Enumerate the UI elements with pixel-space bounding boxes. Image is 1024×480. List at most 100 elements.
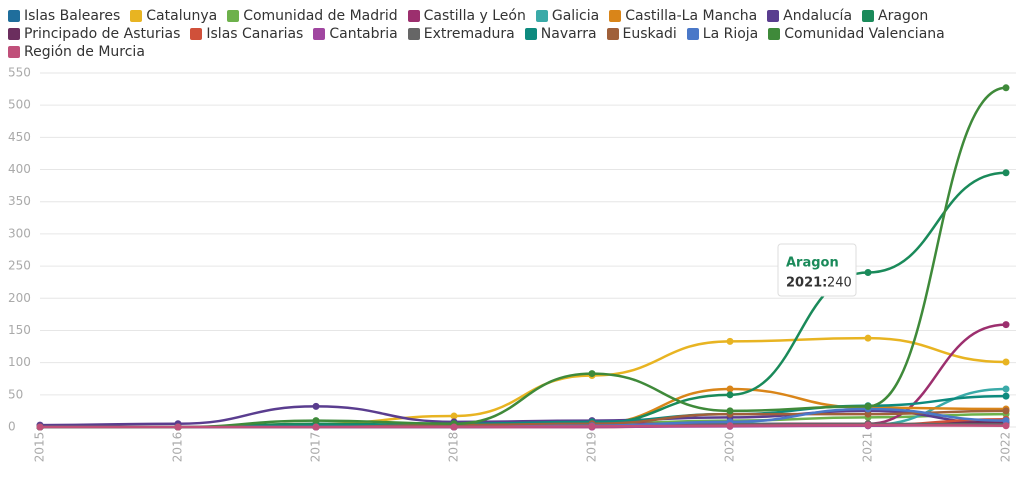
legend-swatch (768, 28, 781, 40)
legend-swatch (609, 10, 622, 22)
legend-swatch (130, 10, 143, 22)
legend: Islas Baleares Catalunya Comunidad de Madr… (8, 8, 1018, 60)
legend-item[interactable]: Galicia (535, 8, 600, 24)
legend-item[interactable]: Andalucía (767, 8, 852, 24)
legend-swatch (606, 28, 619, 40)
data-point (1002, 321, 1010, 329)
data-point (1002, 407, 1010, 415)
data-point (1002, 422, 1010, 430)
y-tick-label: 200 (8, 291, 31, 305)
legend-item[interactable]: Islas Canarias (190, 26, 303, 42)
data-point (864, 410, 872, 418)
data-point (174, 423, 182, 431)
legend-label: Euskadi (622, 26, 677, 42)
legend-label: Castilla y León (423, 8, 526, 24)
x-tick-label: 2019 (585, 432, 599, 463)
data-point (1002, 417, 1010, 425)
legend-swatch (686, 28, 699, 40)
y-tick-label: 450 (8, 130, 31, 144)
legend-item[interactable]: Catalunya (130, 8, 217, 24)
y-tick-label: 350 (8, 194, 31, 208)
data-point (726, 391, 734, 399)
data-point (450, 423, 458, 431)
legend-label: Extremadura (423, 26, 515, 42)
data-point (726, 407, 734, 415)
legend-item[interactable]: Islas Baleares (8, 8, 120, 24)
series-line (40, 86, 1007, 429)
legend-label: Catalunya (146, 8, 218, 24)
data-point (312, 423, 320, 431)
legend-item[interactable]: Cantabria (313, 26, 398, 42)
series-line (40, 171, 1007, 429)
legend-label: Cantabria (329, 26, 398, 42)
data-point (450, 412, 458, 420)
x-tick-label: 2016 (171, 432, 185, 463)
legend-item[interactable]: Aragon (862, 8, 928, 24)
x-tick-label: 2017 (309, 432, 323, 463)
data-point (726, 422, 734, 430)
legend-label: Navarra (540, 26, 597, 42)
legend-swatch (227, 10, 240, 22)
legend-swatch (407, 28, 420, 40)
legend-swatch (8, 10, 20, 22)
legend-item[interactable]: Navarra (524, 26, 597, 42)
legend-label: Aragon (878, 8, 929, 24)
x-tick-label: 2022 (999, 432, 1013, 463)
legend-label: Islas Canarias (206, 26, 304, 42)
legend-item[interactable]: Comunidad de Madrid (227, 8, 398, 24)
legend-item[interactable]: Comunidad Valenciana (768, 26, 945, 42)
data-point (312, 417, 320, 425)
data-point (864, 421, 872, 429)
data-point (36, 423, 44, 431)
data-point (864, 334, 872, 342)
legend-swatch (8, 28, 20, 40)
legend-swatch (862, 10, 875, 22)
x-tick-label: 2018 (447, 432, 461, 463)
legend-label: Galicia (551, 8, 600, 24)
tooltip: Aragon 2021: 240 (777, 243, 857, 297)
x-tick-label: 2021 (861, 432, 875, 463)
legend-item[interactable]: Principado de Asturias (8, 26, 180, 42)
legend-item[interactable]: Castilla y León (407, 8, 526, 24)
data-point (1002, 84, 1010, 92)
data-point (864, 269, 872, 277)
legend-item[interactable]: Castilla-La Mancha (609, 8, 757, 24)
legend-label: Islas Baleares (24, 8, 121, 24)
x-tick-label: 2020 (723, 432, 737, 463)
legend-swatch (8, 46, 20, 58)
legend-swatch (535, 10, 548, 22)
data-point (588, 422, 596, 430)
legend-label: Principado de Asturias (24, 26, 181, 42)
data-point (588, 370, 596, 378)
legend-label: Andalucía (783, 8, 853, 24)
legend-label: Castilla-La Mancha (625, 8, 758, 24)
legend-item[interactable]: Región de Murcia (8, 44, 145, 60)
y-tick-label: 150 (8, 323, 31, 337)
legend-item[interactable]: Extremadura (407, 26, 515, 42)
legend-item[interactable]: La Rioja (686, 26, 759, 42)
y-tick-label: 250 (8, 259, 31, 273)
data-point (726, 385, 734, 393)
legend-swatch (407, 10, 420, 22)
legend-swatch (524, 28, 537, 40)
legend-item[interactable]: Euskadi (606, 26, 677, 42)
legend-swatch (767, 10, 780, 22)
data-point (1002, 358, 1010, 366)
x-tick-label: 2015 (33, 432, 47, 463)
data-point (864, 402, 872, 410)
data-point (312, 402, 320, 410)
data-point (726, 337, 734, 345)
y-tick-label: 400 (8, 162, 31, 176)
legend-label: Comunidad de Madrid (243, 8, 398, 24)
legend-swatch (190, 28, 203, 40)
legend-label: La Rioja (702, 26, 759, 42)
data-point (1002, 385, 1010, 393)
tooltip-box (777, 243, 857, 297)
legend-label: Comunidad Valenciana (784, 26, 945, 42)
series-line (39, 405, 1007, 427)
y-tick-label: 100 (8, 355, 31, 369)
y-tick-label: 0 (8, 420, 16, 434)
y-tick-label: 50 (8, 387, 23, 401)
